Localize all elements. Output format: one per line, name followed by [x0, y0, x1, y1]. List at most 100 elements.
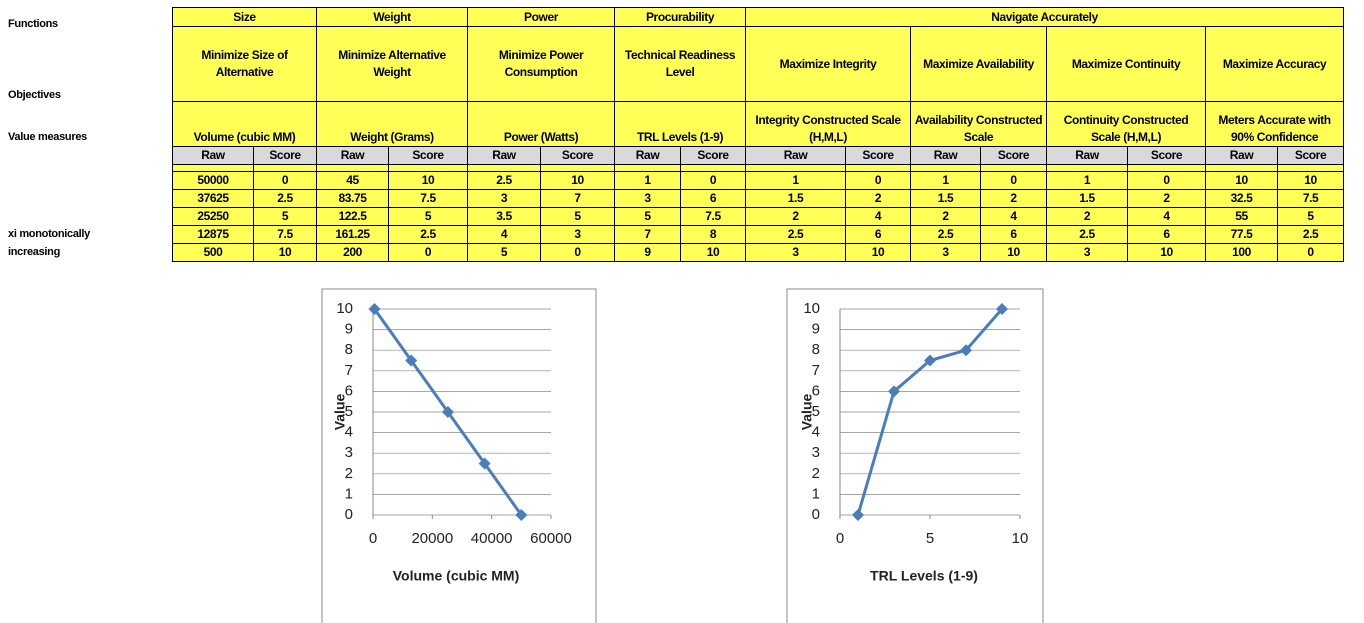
table-row: 50000 0 45 10 2.5 10 1 0 1 0 1 0 1 0 10 10	[172, 171, 1345, 190]
data-cell: 50000	[172, 171, 254, 190]
score-header: Score	[845, 146, 912, 165]
score-header: Score	[980, 146, 1048, 165]
data-cell: 0	[680, 171, 747, 190]
score-header: Score	[1277, 146, 1345, 165]
raw-header: Raw	[614, 146, 682, 165]
data-cell: 0	[845, 171, 912, 190]
y-tick-label: 3	[812, 444, 820, 461]
x-tick-label: 60000	[530, 530, 572, 547]
data-cell: 10	[1127, 243, 1207, 262]
data-cell: 4	[467, 225, 542, 244]
data-cell: 2.5	[252, 189, 318, 208]
x-tick-label: 0	[836, 530, 844, 547]
data-cell: 500	[172, 243, 254, 262]
y-tick-label: 6	[345, 382, 353, 399]
chart-frame	[321, 288, 597, 623]
y-tick-label: 0	[345, 506, 353, 523]
data-cell: 7	[540, 189, 616, 208]
y-tick-label: 7	[345, 362, 353, 379]
table-row: 500 10 200 0 5 0 9 10 3 10 3 10 3 10 100 0	[172, 243, 1345, 262]
x-tick-label: 10	[1012, 530, 1029, 547]
objective-header: Minimize Alternative Weight	[316, 26, 469, 102]
score-header: Score	[680, 146, 747, 165]
data-cell: 2.5	[388, 225, 469, 244]
measure-header: Continuity Constructed Scale (H,M,L)	[1046, 101, 1207, 147]
data-cell: 1.5	[1046, 189, 1129, 208]
y-tick-label: 5	[345, 403, 353, 420]
score-header: Score	[540, 146, 616, 165]
data-cell: 10	[1277, 171, 1345, 190]
data-cell: 2.5	[1046, 225, 1129, 244]
objective-header: Maximize Accuracy	[1205, 26, 1345, 102]
data-cell: 1.5	[745, 189, 847, 208]
data-cell: 4	[845, 207, 912, 226]
data-point	[888, 385, 900, 398]
raw-header: Raw	[467, 146, 542, 165]
data-cell: 0	[388, 243, 469, 262]
data-cell: 6	[980, 225, 1048, 244]
y-tick-label: 1	[812, 485, 820, 502]
data-cell: 3	[614, 189, 682, 208]
data-cell: 6	[845, 225, 912, 244]
y-tick-label: 4	[812, 424, 820, 441]
data-cell: 4	[1127, 207, 1207, 226]
value-measures-label: Value measures	[8, 131, 87, 143]
data-point	[924, 354, 936, 367]
data-cell: 8	[680, 225, 747, 244]
y-tick-label: 9	[812, 321, 820, 338]
data-cell: 2	[1127, 189, 1207, 208]
objective-header: Technical Readiness Level	[614, 26, 747, 102]
data-cell: 3	[1046, 243, 1129, 262]
table-row: Size Weight Power Procurability Navigate Acc…	[171, 7, 1345, 27]
data-cell: 9	[614, 243, 682, 262]
data-cell: 6	[1127, 225, 1207, 244]
y-tick-label: 10	[803, 300, 820, 317]
note-label: xi monotonically	[8, 228, 90, 240]
data-point	[960, 344, 972, 357]
y-tick-label: 10	[336, 300, 353, 317]
data-cell: 10	[252, 243, 318, 262]
y-tick-label: 2	[812, 465, 820, 482]
data-cell: 200	[316, 243, 390, 262]
data-cell: 10	[845, 243, 912, 262]
y-tick-label: 2	[345, 465, 353, 482]
measure-header: Power (Watts)	[467, 101, 616, 147]
raw-header: Raw	[316, 146, 390, 165]
data-cell: 10	[680, 243, 747, 262]
data-point	[441, 406, 454, 418]
y-tick-label: 6	[812, 382, 820, 399]
x-tick-label: 0	[369, 530, 377, 547]
y-tick-label: 8	[812, 341, 820, 358]
data-cell: 100	[1205, 243, 1279, 262]
y-tick-label: 3	[345, 444, 353, 461]
value-table: Size Weight Power Procurability Navigate Acc…	[171, 7, 1345, 262]
functions-label: Functions	[8, 18, 58, 30]
x-axis-label: TRL Levels (1-9)	[870, 568, 978, 584]
table-row: 37625 2.5 83.75 7.5 3 7 3 6 1.5 2 1.5 2 1.5 2 32.5 7.5	[172, 189, 1345, 208]
score-header: Score	[1127, 146, 1207, 165]
data-cell: 3	[745, 243, 847, 262]
score-header: Score	[388, 146, 469, 165]
y-tick-label: 4	[345, 424, 353, 441]
data-cell: 5	[1277, 207, 1345, 226]
table-row: Volume (cubic MM) Weight (Grams) Power (Wa…	[171, 101, 1345, 147]
function-header: Procurability	[614, 7, 747, 27]
data-cell: 5	[540, 207, 616, 226]
data-cell: 2	[745, 207, 847, 226]
y-axis-label: Value	[799, 394, 815, 431]
data-cell: 10	[540, 171, 616, 190]
data-cell: 7.5	[1277, 189, 1345, 208]
data-point	[996, 303, 1008, 315]
y-tick-label: 7	[812, 362, 820, 379]
chart-frame	[786, 288, 1044, 623]
score-header: Score	[252, 146, 318, 165]
objective-header: Minimize Size of Alternative	[171, 26, 318, 102]
y-tick-label: 9	[345, 321, 353, 338]
data-cell: 0	[980, 171, 1048, 190]
function-header: Weight	[316, 7, 469, 27]
x-axis-label: Volume (cubic MM)	[393, 568, 520, 584]
data-cell: 7	[614, 225, 682, 244]
x-tick-label: 5	[926, 530, 934, 547]
measure-header: Integrity Constructed Scale (H,M,L)	[745, 101, 912, 147]
data-cell: 10	[1205, 171, 1279, 190]
